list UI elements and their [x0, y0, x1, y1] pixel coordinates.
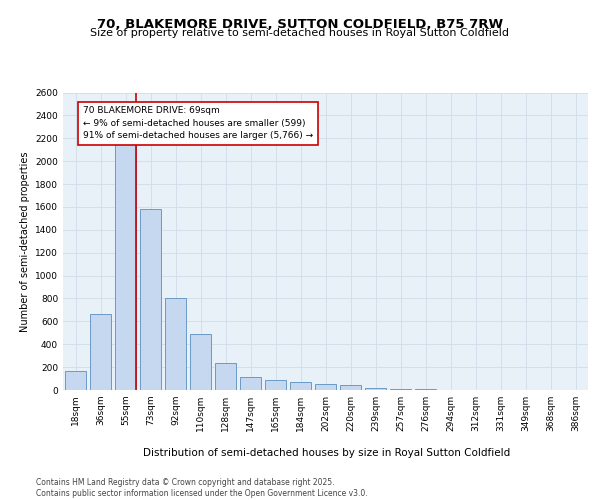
Bar	[240, 378, 261, 390]
Text: Distribution of semi-detached houses by size in Royal Sutton Coldfield: Distribution of semi-detached houses by …	[143, 448, 511, 458]
Bar	[315, 384, 336, 390]
Bar	[165, 298, 186, 390]
Text: Contains HM Land Registry data © Crown copyright and database right 2025.
Contai: Contains HM Land Registry data © Crown c…	[36, 478, 368, 498]
Y-axis label: Number of semi-detached properties: Number of semi-detached properties	[20, 151, 29, 332]
Bar	[65, 370, 86, 390]
Bar	[390, 389, 411, 390]
Bar	[115, 144, 136, 390]
Bar	[90, 314, 111, 390]
Bar	[365, 388, 386, 390]
Bar	[190, 334, 211, 390]
Bar	[215, 362, 236, 390]
Bar	[290, 382, 311, 390]
Bar	[265, 380, 286, 390]
Bar	[340, 385, 361, 390]
Bar	[140, 209, 161, 390]
Text: 70 BLAKEMORE DRIVE: 69sqm
← 9% of semi-detached houses are smaller (599)
91% of : 70 BLAKEMORE DRIVE: 69sqm ← 9% of semi-d…	[83, 106, 313, 140]
Text: Size of property relative to semi-detached houses in Royal Sutton Coldfield: Size of property relative to semi-detach…	[91, 28, 509, 38]
Text: 70, BLAKEMORE DRIVE, SUTTON COLDFIELD, B75 7RW: 70, BLAKEMORE DRIVE, SUTTON COLDFIELD, B…	[97, 18, 503, 30]
